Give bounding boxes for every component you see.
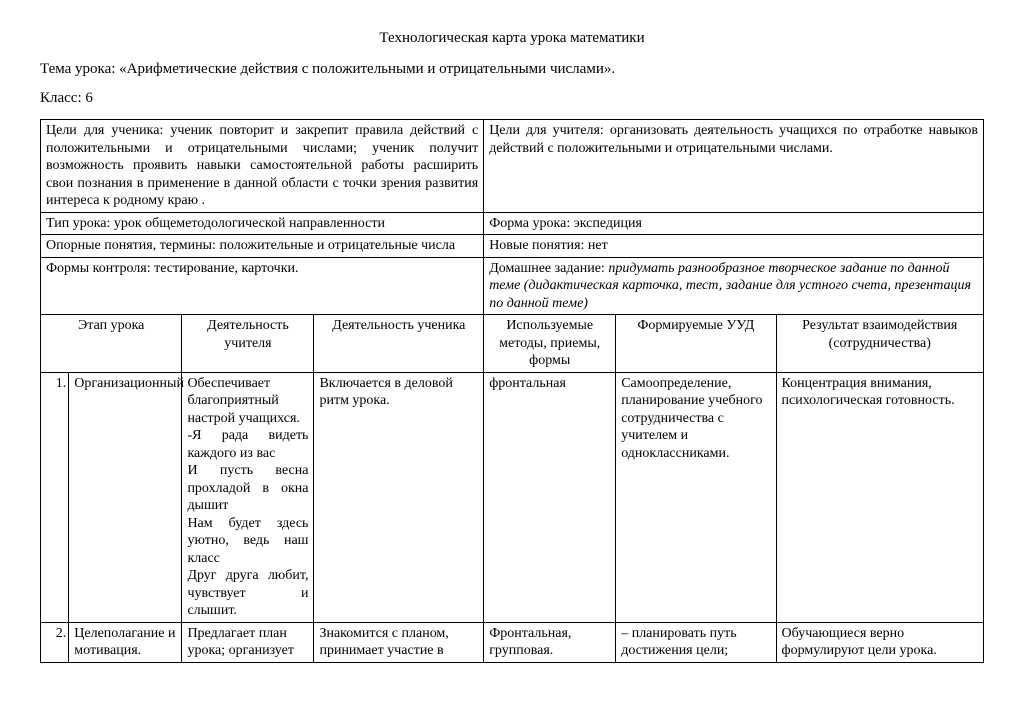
row-teacher: Предлагает план урока; организует xyxy=(182,622,314,662)
table-row: 2. Целеполагание и мотивация. Предлагает… xyxy=(41,622,984,662)
row-student: Включается в деловой ритм урока. xyxy=(314,372,484,622)
row-result: Обучающиеся верно формулируют цели урока… xyxy=(776,622,984,662)
row-stage: Целеполагание и мотивация. xyxy=(69,622,182,662)
student-goals-cell: Цели для ученика: ученик повторит и закр… xyxy=(41,120,484,213)
row-uud: – планировать путь достижения цели; xyxy=(616,622,776,662)
control-homework-row: Формы контроля: тестирование, карточки. … xyxy=(41,257,984,315)
support-terms-cell: Опорные понятия, термины: положительные … xyxy=(41,235,484,258)
type-form-row: Тип урока: урок общеметодологической нап… xyxy=(41,212,984,235)
row-methods: фронтальная xyxy=(484,372,616,622)
control-forms-cell: Формы контроля: тестирование, карточки. xyxy=(41,257,484,315)
col-teacher: Деятельность учителя xyxy=(182,315,314,373)
table-row: 1. Организационный Обеспечивает благопри… xyxy=(41,372,984,622)
goals-row: Цели для ученика: ученик повторит и закр… xyxy=(41,120,984,213)
row-teacher: Обеспечивает благоприятный настрой учащи… xyxy=(182,372,314,622)
col-methods: Используемые методы, приемы, формы xyxy=(484,315,616,373)
lesson-type-cell: Тип урока: урок общеметодологической нап… xyxy=(41,212,484,235)
row-student: Знакомится с планом, принимает участие в xyxy=(314,622,484,662)
homework-cell: Домашнее задание: придумать разнообразно… xyxy=(484,257,984,315)
terms-row: Опорные понятия, термины: положительные … xyxy=(41,235,984,258)
row-methods: Фронтальная, групповая. xyxy=(484,622,616,662)
col-uud: Формируемые УУД xyxy=(616,315,776,373)
row-num: 1. xyxy=(41,372,69,622)
row-stage: Организационный xyxy=(69,372,182,622)
new-terms-cell: Новые понятия: нет xyxy=(484,235,984,258)
lesson-plan-table: Цели для ученика: ученик повторит и закр… xyxy=(40,119,984,663)
topic-line: Тема урока: «Арифметические действия с п… xyxy=(40,61,984,78)
page-title: Технологическая карта урока математики xyxy=(40,30,984,47)
row-num: 2. xyxy=(41,622,69,662)
row-result: Концентрация внимания, психологическая г… xyxy=(776,372,984,622)
header-row: Этап урока Деятельность учителя Деятельн… xyxy=(41,315,984,373)
class-line: Класс: 6 xyxy=(40,90,984,107)
row-uud: Самоопределение, планирование учебного с… xyxy=(616,372,776,622)
lesson-form-cell: Форма урока: экспедиция xyxy=(484,212,984,235)
col-stage: Этап урока xyxy=(41,315,182,373)
teacher-goals-cell: Цели для учителя: организовать деятельно… xyxy=(484,120,984,213)
homework-prefix: Домашнее задание: xyxy=(489,261,608,276)
col-result: Результат взаимодействия (сотрудничества… xyxy=(776,315,984,373)
col-student: Деятельность ученика xyxy=(314,315,484,373)
